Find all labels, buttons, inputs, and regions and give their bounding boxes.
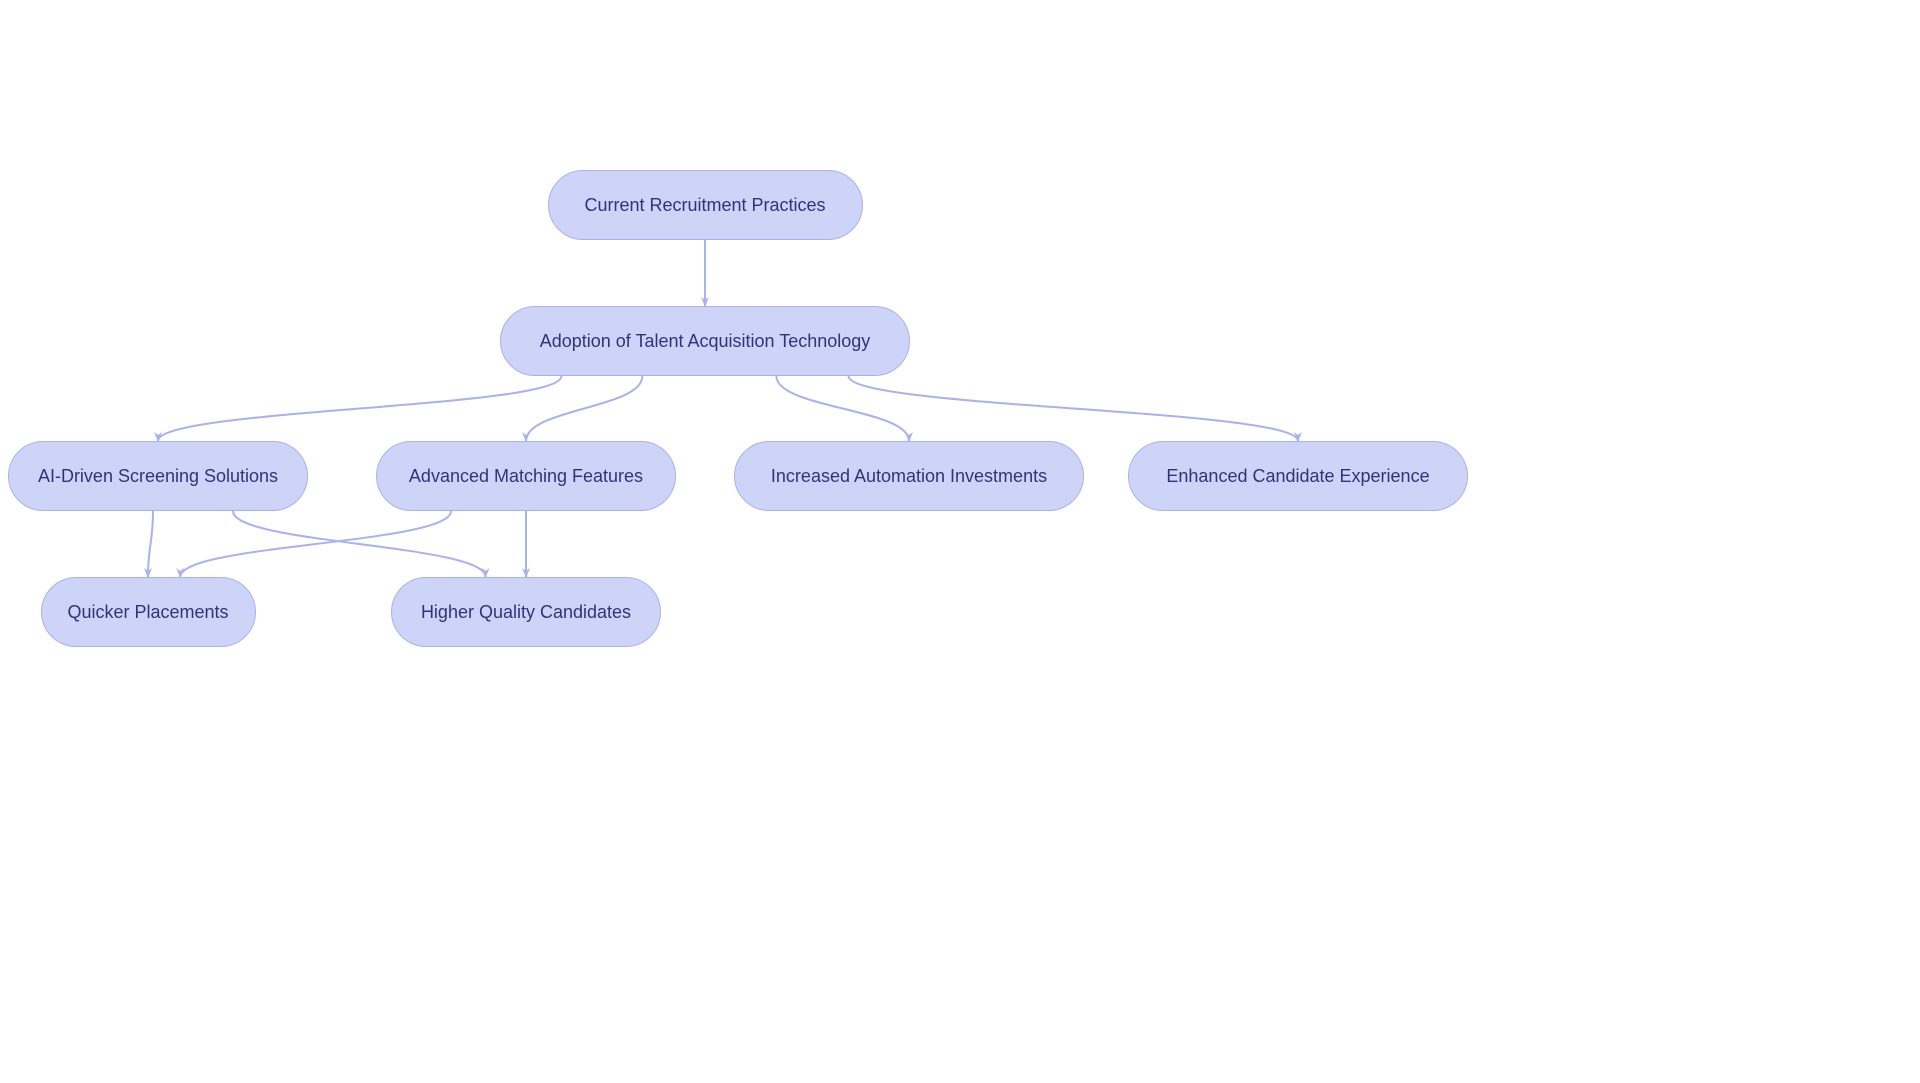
flowchart-node-label: Current Recruitment Practices: [584, 195, 825, 216]
flowchart-node: Quicker Placements: [41, 577, 256, 647]
flowchart-edge: [776, 376, 909, 441]
flowchart-node: Higher Quality Candidates: [391, 577, 661, 647]
flowchart-edge: [233, 511, 486, 577]
flowchart-node-label: Advanced Matching Features: [409, 466, 643, 487]
flowchart-edge: [526, 376, 642, 441]
flowchart-edge: [849, 376, 1299, 441]
flowchart-node: Enhanced Candidate Experience: [1128, 441, 1468, 511]
flowchart-node: Adoption of Talent Acquisition Technolog…: [500, 306, 910, 376]
flowchart-node-label: Increased Automation Investments: [771, 466, 1047, 487]
flowchart-node-label: Enhanced Candidate Experience: [1166, 466, 1429, 487]
flowchart-edges: [0, 0, 1920, 1083]
flowchart-node-label: Higher Quality Candidates: [421, 602, 631, 623]
flowchart-node: Current Recruitment Practices: [548, 170, 863, 240]
flowchart-node: Increased Automation Investments: [734, 441, 1084, 511]
flowchart-edge: [148, 511, 153, 577]
flowchart-node-label: AI-Driven Screening Solutions: [38, 466, 278, 487]
flowchart-edge: [158, 376, 562, 441]
flowchart-canvas: Current Recruitment Practices Adoption of…: [0, 0, 1920, 1083]
flowchart-edge: [180, 511, 451, 577]
flowchart-node: Advanced Matching Features: [376, 441, 676, 511]
flowchart-node-label: Quicker Placements: [67, 602, 228, 623]
flowchart-node: AI-Driven Screening Solutions: [8, 441, 308, 511]
flowchart-node-label: Adoption of Talent Acquisition Technolog…: [540, 331, 871, 352]
